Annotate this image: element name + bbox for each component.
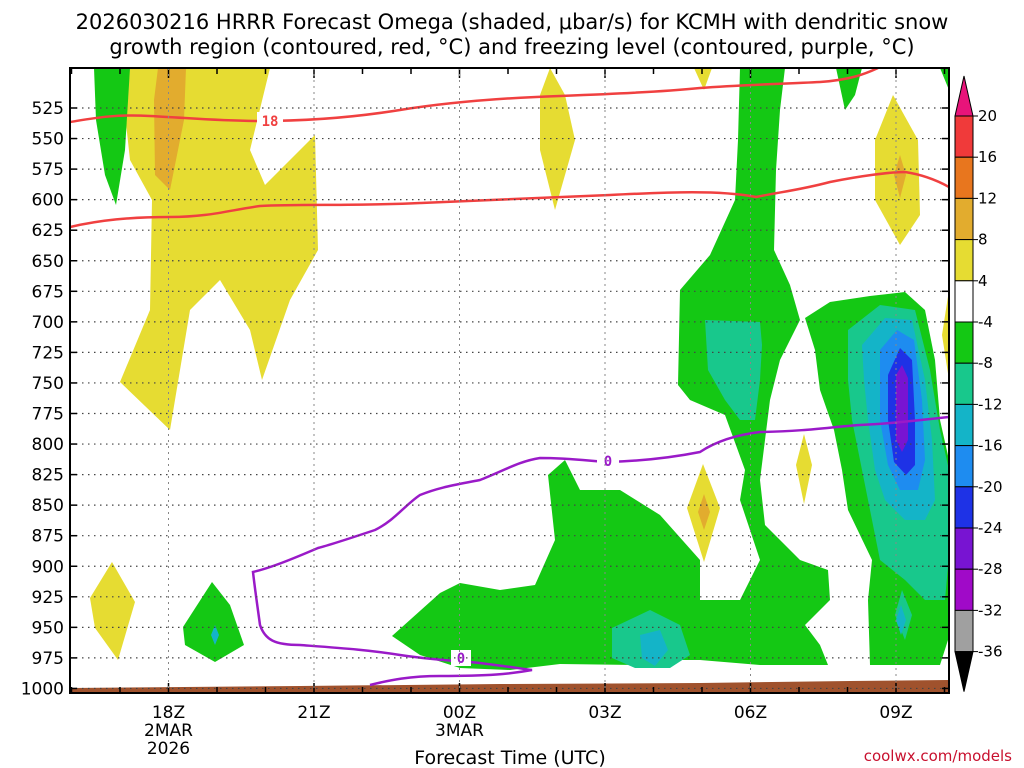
colorbar-label: -20 [978, 478, 1003, 496]
y-tick-label: 1000 [21, 679, 64, 699]
x-axis-label: Forecast Time (UTC) [414, 747, 605, 768]
x-tick-label: 2026 [147, 739, 190, 759]
shade-orange-902 [894, 155, 906, 198]
x-tick-label: 09Z [879, 703, 912, 723]
y-axis-ticks: 525 550 575 600 625 650 675 700 725 750 775 800 825 8… [21, 99, 64, 699]
colorbar-swatch [954, 609, 974, 653]
y-tick-label: 850 [32, 496, 64, 516]
shade-green-top-right [836, 68, 862, 110]
y-tick-label: 800 [32, 435, 64, 455]
shade-green-topleft [94, 68, 130, 205]
shade-green-right-edge [940, 68, 949, 90]
chart-title-line1: 2026030216 HRRR Forecast Omega (shaded, … [76, 10, 949, 34]
dgz-contour-upper [70, 68, 879, 124]
y-tick-label: 750 [32, 374, 64, 394]
shade-green-main [392, 68, 830, 670]
colorbar: 20 16 12 8 4 -4 -8 -12 -16 -20 -24 -28 -32 -36 [954, 75, 1003, 692]
shade-teal-710 [705, 320, 762, 420]
y-tick-label: 700 [32, 313, 64, 333]
colorbar-swatch [954, 115, 974, 158]
x-tick-label: 18Z [152, 703, 185, 723]
y-tick-label: 825 [32, 466, 64, 486]
plot-frame [69, 67, 950, 694]
colorbar-swatch [954, 445, 974, 488]
shade-yellow-right-edge [942, 290, 949, 380]
colorbar-label: 4 [978, 272, 988, 290]
omega-shading: 18 0 0 [70, 68, 949, 693]
colorbar-label: -16 [978, 437, 1003, 455]
shade-yellow-left [120, 68, 318, 430]
colorbar-label: 16 [978, 148, 997, 166]
freezing-contour-main [251, 415, 949, 687]
shade-yellow-bl [90, 562, 135, 660]
y-tick-label: 650 [32, 252, 64, 272]
colorbar-label: 8 [978, 231, 988, 249]
x-tick-label: 3MAR [435, 721, 484, 741]
ground-terrain [70, 680, 949, 693]
colorbar-label: -12 [978, 395, 1003, 413]
shade-yellow-top-706 [694, 68, 712, 90]
colorbar-label: -8 [978, 354, 993, 372]
colorbar-top-cap [954, 75, 974, 117]
colorbar-label: -32 [978, 601, 1003, 619]
shade-cyan-bottom [640, 630, 668, 666]
colorbar-swatch [954, 527, 974, 570]
colorbar-label: 12 [978, 189, 997, 207]
y-tick-label: 550 [32, 130, 64, 150]
colorbar-swatch [954, 280, 974, 323]
dgz-label-bg [257, 112, 283, 130]
colorbar-label: -36 [978, 643, 1003, 661]
x-tick-label: 03Z [588, 703, 621, 723]
dgz-contour-lower [70, 170, 949, 229]
y-tick-label: 575 [32, 160, 64, 180]
y-tick-label: 975 [32, 649, 64, 669]
colorbar-label: -24 [978, 519, 1003, 537]
colorbar-swatch [954, 239, 974, 282]
y-tick-label: 875 [32, 527, 64, 547]
y-tick-label: 725 [32, 343, 64, 363]
shade-cyan-911 [211, 625, 219, 645]
colorbar-swatch [954, 403, 974, 447]
shade-green-910 [183, 582, 244, 662]
colorbar-swatch [954, 156, 974, 199]
shade-orange-left [154, 68, 186, 190]
freezing-label-bg-1 [597, 452, 619, 470]
y-tick-label: 675 [32, 282, 64, 302]
colorbar-bottom-cap [954, 651, 974, 692]
freezing-label-2: 0 [457, 651, 465, 667]
colorbar-swatch [954, 321, 974, 364]
colorbar-label: -4 [978, 313, 993, 331]
colorbar-swatch [954, 197, 974, 241]
grid-lines [70, 68, 949, 693]
colorbar-label: 20 [978, 107, 997, 125]
credit-text: coolwx.com/models [864, 747, 1012, 765]
colorbar-swatch [954, 568, 974, 611]
x-tick-label: 00Z [443, 703, 476, 723]
x-tick-label: 06Z [734, 703, 767, 723]
shade-purple-right [896, 365, 908, 452]
chart-title-line2: growth region (contoured, red, °C) and f… [109, 35, 914, 59]
dgz-label: 18 [262, 114, 279, 130]
x-tick-label: 2MAR [144, 721, 193, 741]
shade-orange-706 [698, 494, 710, 530]
y-tick-label: 900 [32, 557, 64, 577]
y-tick-label: 925 [32, 588, 64, 608]
y-tick-label: 775 [32, 405, 64, 425]
colorbar-swatch [954, 486, 974, 529]
freezing-label-1: 0 [604, 454, 612, 470]
y-tick-label: 625 [32, 221, 64, 241]
colorbar-label: -28 [978, 560, 1003, 578]
colorbar-swatch [954, 362, 974, 405]
shade-yellow-804 [796, 434, 812, 504]
y-tick-label: 525 [32, 99, 64, 119]
y-tick-label: 950 [32, 618, 64, 638]
x-tick-label: 21Z [297, 703, 330, 723]
y-tick-label: 600 [32, 191, 64, 211]
